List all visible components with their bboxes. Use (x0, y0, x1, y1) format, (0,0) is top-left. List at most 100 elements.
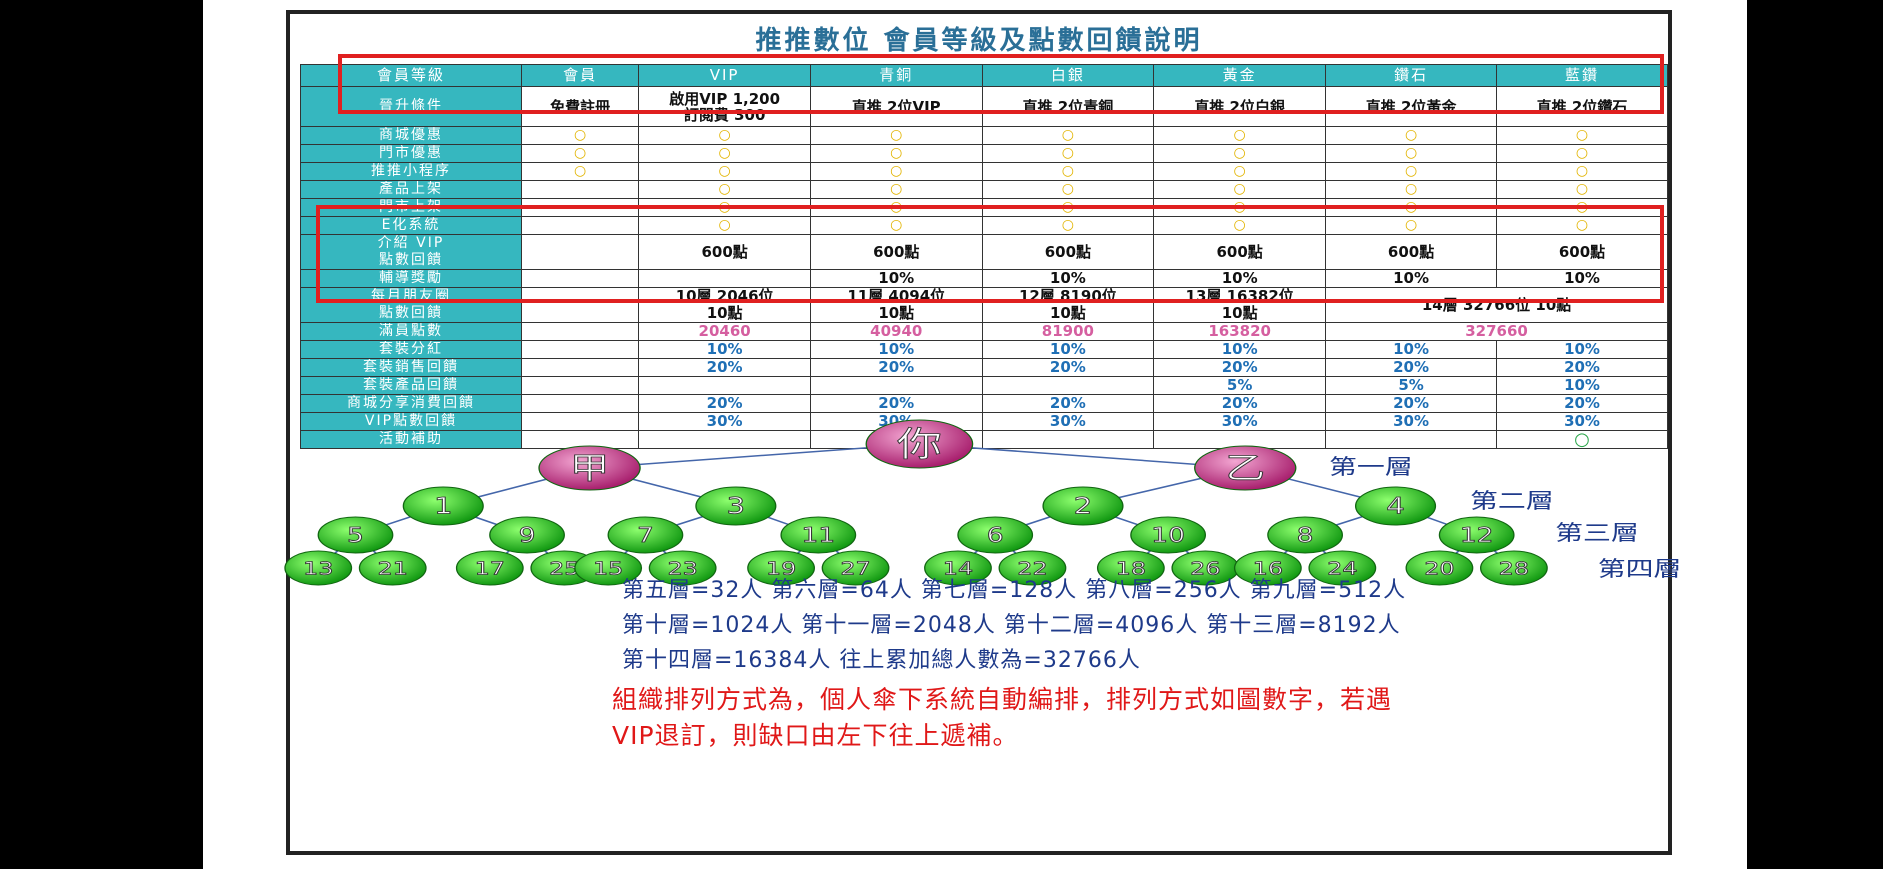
table-cell: 163820 (1153, 322, 1327, 341)
table-cell: ○ (1153, 144, 1327, 163)
table-cell: ○ (809, 126, 983, 145)
table-cell: 10% (809, 269, 983, 288)
level4-node: 17 (455, 550, 524, 586)
table-cell: ○ (1496, 430, 1668, 449)
upgrade-cell: 直推 2位黃金 (1325, 86, 1498, 127)
table-cell (520, 216, 640, 235)
table-cell: ○ (1325, 198, 1498, 217)
row-label: 滿員點數 (300, 322, 522, 341)
table-cell (638, 269, 811, 288)
table-cell: ○ (638, 216, 811, 235)
level2-node: 3 (695, 486, 777, 526)
table-cell: ○ (981, 162, 1155, 181)
row-label: E化系統 (300, 216, 522, 235)
table-cell (520, 394, 640, 413)
row-label: 推推小程序 (300, 162, 522, 181)
level3-node: 9 (489, 516, 565, 554)
svg-text:9: 9 (519, 523, 536, 547)
table-cell: ○ (638, 180, 811, 199)
svg-text:甲: 甲 (570, 451, 610, 486)
table-cell: ○ (1153, 126, 1327, 145)
table-cell (520, 234, 640, 270)
svg-text:13: 13 (303, 557, 333, 578)
table-cell: 10% (981, 340, 1155, 359)
table-cell: 10% (1496, 269, 1668, 288)
table-cell: ○ (981, 180, 1155, 199)
table-cell (520, 198, 640, 217)
level4-node: 27 (821, 550, 890, 586)
info-line-1: 第五層=32人 第六層=64人 第七層=128人 第八層=256人 第九層=51… (622, 578, 1407, 603)
level4-node: 13 (284, 550, 353, 586)
level3-node: 7 (607, 516, 684, 554)
row-label: 商城優惠 (300, 126, 522, 145)
level4-node: 21 (358, 550, 427, 586)
table-cell: 12層 8190位 10點 (981, 287, 1155, 323)
table-cell: 30% (1325, 412, 1498, 431)
table-cell: ○ (809, 198, 983, 217)
table-cell: 10% (1153, 269, 1327, 288)
svg-text:15: 15 (593, 557, 623, 578)
row-label: 介紹 VIP 點數回饋 (300, 234, 522, 270)
table-cell: 10% (1325, 340, 1498, 359)
info-line-2: 第十層=1024人 第十一層=2048人 第十二層=4096人 第十三層=819… (622, 613, 1401, 638)
level4-node: 28 (1479, 550, 1548, 586)
table-cell: ○ (1325, 144, 1498, 163)
level4-node: 26 (1171, 550, 1240, 586)
row-label: 輔導獎勵 (300, 269, 522, 288)
svg-text:2: 2 (1074, 494, 1093, 519)
svg-text:7: 7 (637, 523, 654, 547)
root-node: 你 (865, 419, 974, 469)
level-header: 白銀 (981, 64, 1155, 87)
table-cell: ○ (981, 144, 1155, 163)
table-cell: ○ (981, 216, 1155, 235)
level-label: 第三層 (1555, 520, 1639, 545)
level4-node: 15 (574, 550, 643, 586)
table-cell: 10% (981, 269, 1155, 288)
level-label: 第二層 (1470, 488, 1554, 513)
table-cell: 20% (809, 358, 983, 377)
table-cell: 20% (809, 394, 983, 413)
info-panel: 推推數位 會員等級及點數回饋說明 會員等級 會員 VIP 青銅 白銀 黃金 鑽石 藍鑽 晉升條件… (284, 10, 1681, 855)
level2-node: 4 (1354, 486, 1437, 526)
table-cell: 20% (1496, 394, 1668, 413)
level4-node: 20 (1405, 550, 1474, 586)
table-cell: 20% (981, 394, 1155, 413)
upgrade-cell: 直推 2位鑽石 (1496, 86, 1668, 127)
table-cell: 20% (1325, 394, 1498, 413)
table-cell: ○ (638, 198, 811, 217)
table-cell: 10% (809, 340, 983, 359)
table-cell (520, 358, 640, 377)
row-label: 產品上架 (300, 180, 522, 199)
row-label: 晉升條件 (300, 86, 522, 127)
table-cell (520, 287, 640, 323)
row-label: 套裝產品回饋 (300, 376, 522, 395)
table-cell: 10% (1496, 340, 1668, 359)
svg-text:16: 16 (1253, 557, 1283, 578)
table-cell: 10層 2046位 10點 (638, 287, 811, 323)
table-cell: 20% (981, 358, 1155, 377)
table-cell (638, 376, 811, 395)
upgrade-cell: 直推 2位青銅 (981, 86, 1155, 127)
page-title: 推推數位 會員等級及點數回饋說明 (755, 26, 1203, 56)
row-label: 門市優惠 (300, 144, 522, 163)
table-cell (520, 376, 640, 395)
table-cell: 600點 (1496, 234, 1668, 270)
note-line-2: VIP退訂，則缺口由左下往上遞補。 (612, 721, 1019, 750)
svg-text:24: 24 (1327, 557, 1357, 578)
level4-node: 22 (998, 550, 1067, 586)
table-cell: ○ (809, 162, 983, 181)
table-cell: 14層 32766位 10點 (1325, 287, 1668, 323)
level-label: 第一層 (1329, 454, 1413, 479)
table-cell: ○ (1153, 216, 1327, 235)
table-cell: 600點 (638, 234, 811, 270)
level4-node: 19 (747, 550, 815, 586)
table-cell: 10% (1325, 269, 1498, 288)
table-cell: ○ (981, 126, 1155, 145)
table-cell: 600點 (1153, 234, 1327, 270)
level3-node: 8 (1267, 516, 1344, 554)
svg-text:5: 5 (347, 523, 364, 547)
table-cell (520, 322, 640, 341)
svg-text:11: 11 (801, 523, 835, 547)
table-cell (520, 269, 640, 288)
